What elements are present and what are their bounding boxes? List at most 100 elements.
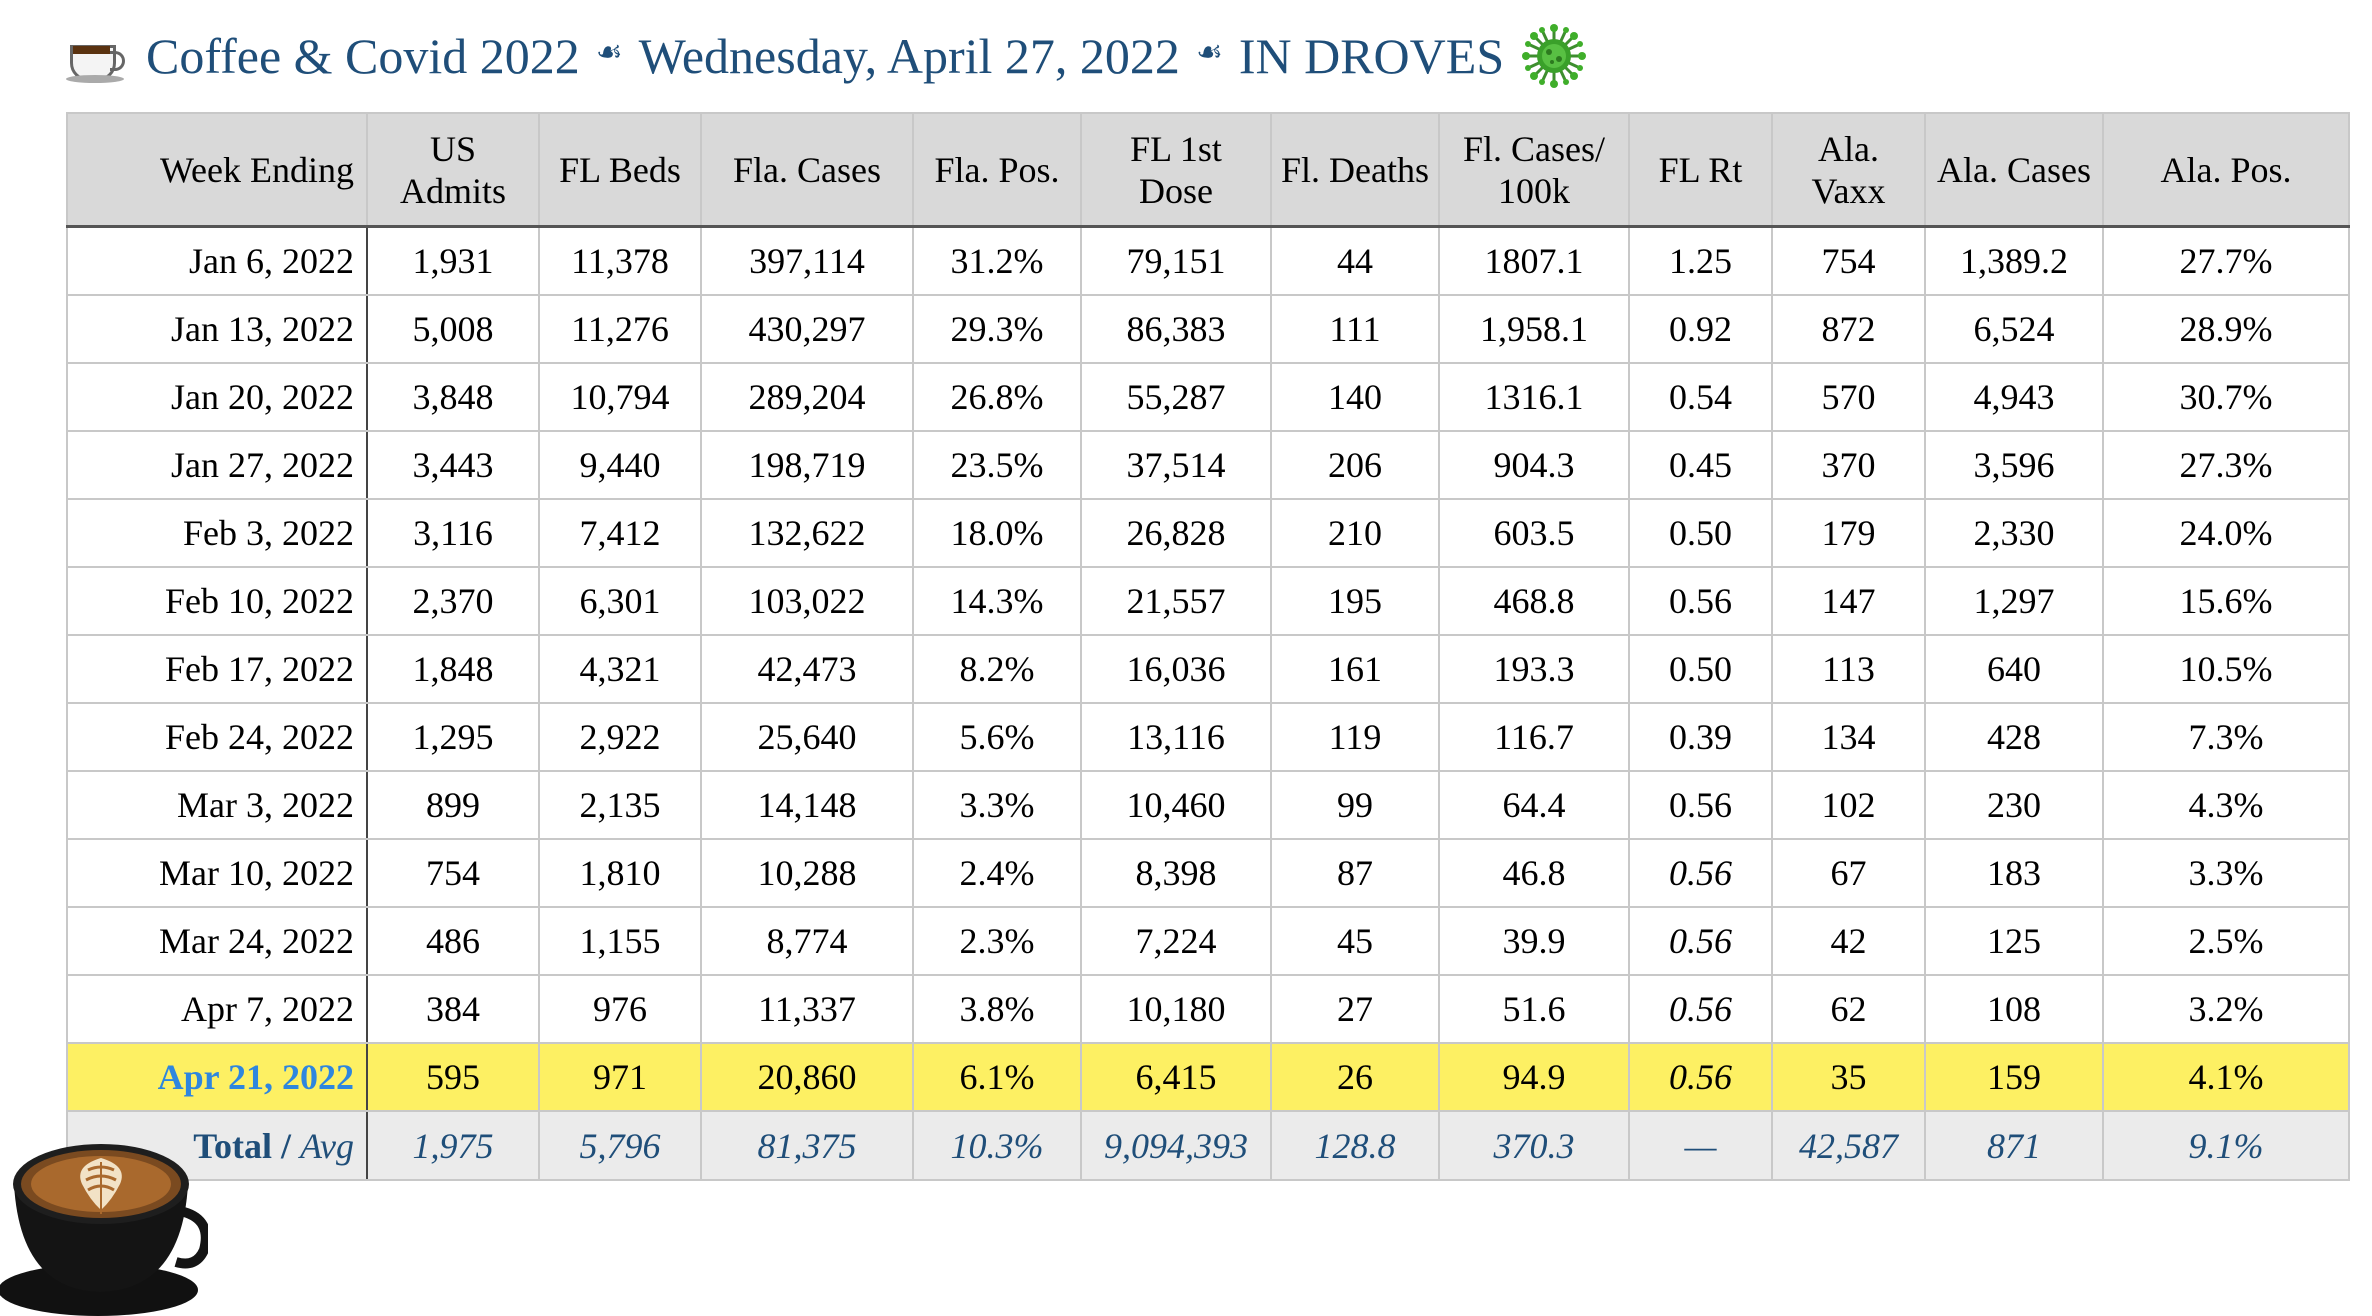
table-cell: 44: [1270, 225, 1440, 296]
table-cell: 6,524: [1924, 294, 2104, 364]
table-cell: 1,848: [366, 634, 540, 704]
table-cell: 99: [1270, 770, 1440, 840]
table-cell: 10,460: [1080, 770, 1272, 840]
title-date: Wednesday, April 27, 2022: [638, 28, 1180, 84]
table-cell: 179: [1771, 498, 1926, 568]
table-cell: 3.3%: [912, 770, 1082, 840]
table-cell: 25,640: [700, 702, 914, 772]
table-row: Mar 24, 2022 486 1,155 8,774 2.3% 7,224 45 39.9…: [66, 906, 2350, 976]
table-cell: 55,287: [1080, 362, 1272, 432]
table-cell: 62: [1771, 974, 1926, 1044]
table-cell: 872: [1771, 294, 1926, 364]
table-cell: 37,514: [1080, 430, 1272, 500]
total-cell: 128.8: [1270, 1110, 1440, 1181]
table-cell: 64.4: [1438, 770, 1630, 840]
column-header: FL Rt: [1628, 112, 1773, 228]
table-row: Feb 24, 2022 1,295 2,922 25,640 5.6% 13,116 11…: [66, 702, 2350, 772]
column-header: Fl. Deaths: [1270, 112, 1440, 228]
table-cell: 11,337: [700, 974, 914, 1044]
table-row: Feb 10, 2022 2,370 6,301 103,022 14.3% 21,557…: [66, 566, 2350, 636]
table-cell: 3.8%: [912, 974, 1082, 1044]
table-cell: 0.45: [1628, 430, 1773, 500]
table-cell: 1,931: [366, 225, 540, 296]
week-ending-cell: Mar 24, 2022: [66, 906, 368, 976]
week-ending-cell: Feb 3, 2022: [66, 498, 368, 568]
total-label: Total: [193, 1125, 272, 1166]
table-row: Apr 7, 2022 384 976 11,337 3.8% 10,180 27 51.6 0…: [66, 974, 2350, 1044]
table-cell: 1,958.1: [1438, 294, 1630, 364]
column-header: Fla. Pos.: [912, 112, 1082, 228]
table-cell: 13,116: [1080, 702, 1272, 772]
table-cell: 2.4%: [912, 838, 1082, 908]
table-cell: 370: [1771, 430, 1926, 500]
highlighted-row: Apr 21, 2022 595 971 20,860 6.1% 6,415 26 94.9 0…: [66, 1042, 2350, 1112]
table-cell: 6,415: [1080, 1042, 1272, 1112]
table-cell: 26,828: [1080, 498, 1272, 568]
table-cell: 0.50: [1628, 498, 1773, 568]
table-cell: 1316.1: [1438, 362, 1630, 432]
table-cell: 159: [1924, 1042, 2104, 1112]
table-cell: 8.2%: [912, 634, 1082, 704]
table-cell: 11,276: [538, 294, 702, 364]
table-cell: 1,810: [538, 838, 702, 908]
table-cell: 27.7%: [2102, 225, 2350, 296]
table-cell: 210: [1270, 498, 1440, 568]
table-cell: 102: [1771, 770, 1926, 840]
table-cell: 1,297: [1924, 566, 2104, 636]
table-cell: 397,114: [700, 225, 914, 296]
table-cell: 2.3%: [912, 906, 1082, 976]
table-cell: 193.3: [1438, 634, 1630, 704]
total-cell: 81,375: [700, 1110, 914, 1181]
table-cell: 0.92: [1628, 294, 1773, 364]
fleuron-separator: ☙: [1195, 35, 1223, 69]
table-cell: 2,922: [538, 702, 702, 772]
table-cell: 1,295: [366, 702, 540, 772]
table-cell: 0.56: [1628, 974, 1773, 1044]
column-header: US Admits: [366, 112, 540, 228]
table-cell: 428: [1924, 702, 2104, 772]
table-cell: 9,440: [538, 430, 702, 500]
table-cell: 35: [1771, 1042, 1926, 1112]
table-cell: 14,148: [700, 770, 914, 840]
table-cell: 640: [1924, 634, 2104, 704]
table-cell: 1.25: [1628, 225, 1773, 296]
table-cell: 468.8: [1438, 566, 1630, 636]
table-cell: 6.1%: [912, 1042, 1082, 1112]
week-ending-cell: Apr 21, 2022: [66, 1042, 368, 1112]
total-cell: 370.3: [1438, 1110, 1630, 1181]
table-cell: 971: [538, 1042, 702, 1112]
table-cell: 16,036: [1080, 634, 1272, 704]
week-ending-cell: Mar 3, 2022: [66, 770, 368, 840]
table-cell: 206: [1270, 430, 1440, 500]
total-cell: 9.1%: [2102, 1110, 2350, 1181]
latte-art-cup-image: [0, 1144, 208, 1316]
table-cell: 754: [1771, 225, 1926, 296]
table-cell: 289,204: [700, 362, 914, 432]
table-cell: 125: [1924, 906, 2104, 976]
table-cell: 899: [366, 770, 540, 840]
table-cell: 31.2%: [912, 225, 1082, 296]
table-cell: 3,848: [366, 362, 540, 432]
table-cell: 595: [366, 1042, 540, 1112]
table-cell: 4,321: [538, 634, 702, 704]
week-ending-cell: Jan 6, 2022: [66, 225, 368, 296]
table-cell: 2,330: [1924, 498, 2104, 568]
table-cell: 108: [1924, 974, 2104, 1044]
table-cell: 11,378: [538, 225, 702, 296]
coffee-cup-icon: [66, 27, 125, 85]
table-cell: 161: [1270, 634, 1440, 704]
table-cell: 26: [1270, 1042, 1440, 1112]
column-header: Ala. Vaxx: [1771, 112, 1926, 228]
table-cell: 8,398: [1080, 838, 1272, 908]
table-row: Jan 20, 2022 3,848 10,794 289,204 26.8% 55,28…: [66, 362, 2350, 432]
table-cell: 230: [1924, 770, 2104, 840]
table-cell: 0.54: [1628, 362, 1773, 432]
table-cell: 18.0%: [912, 498, 1082, 568]
table-cell: 3,443: [366, 430, 540, 500]
table-cell: 0.39: [1628, 702, 1773, 772]
title-headline: IN DROVES: [1238, 28, 1505, 84]
table-cell: 6,301: [538, 566, 702, 636]
column-header: FL Beds: [538, 112, 702, 228]
column-header: Fla. Cases: [700, 112, 914, 228]
label-separator: /: [272, 1125, 301, 1166]
